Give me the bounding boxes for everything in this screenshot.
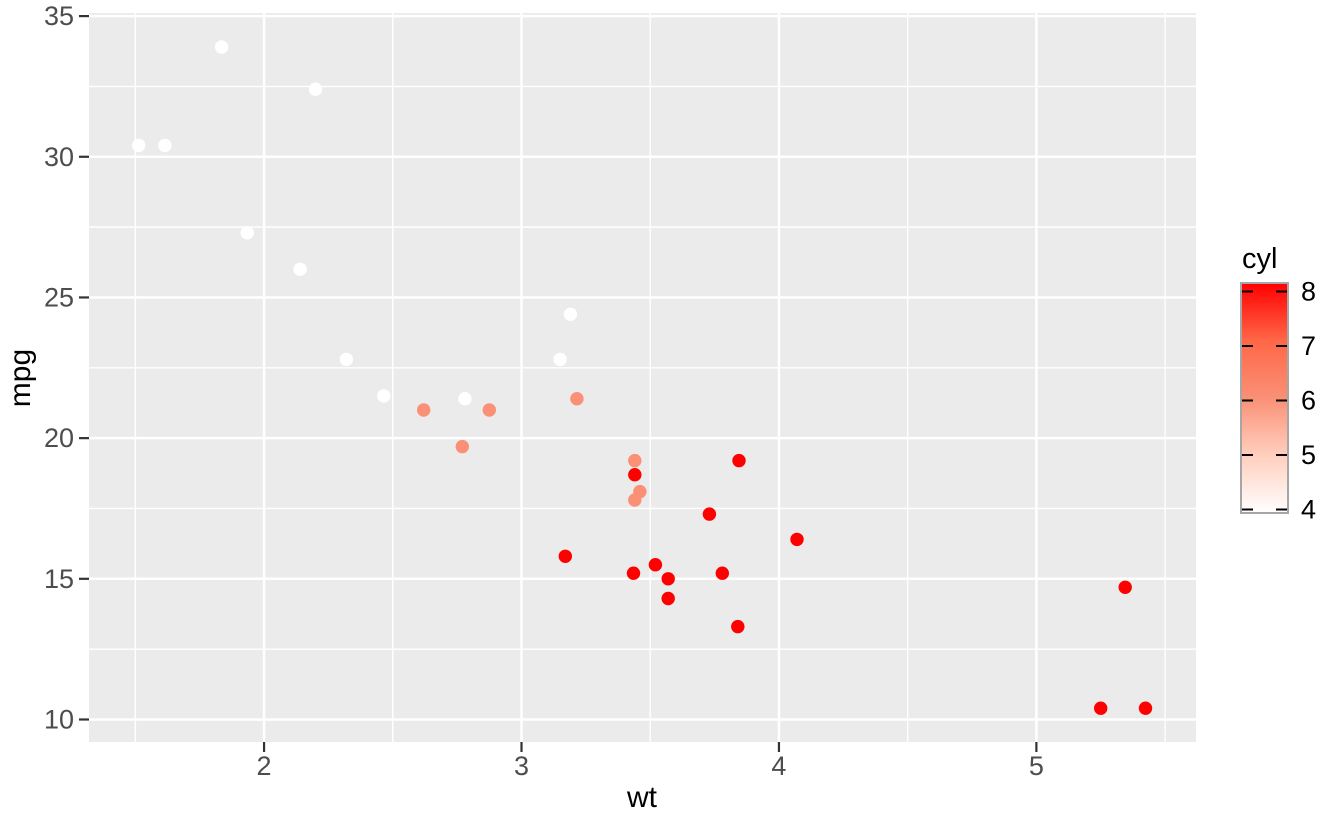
data-point bbox=[553, 352, 567, 367]
legend-colorbar-frame bbox=[1240, 282, 1289, 514]
legend-tick-marks bbox=[1241, 290, 1288, 511]
y-axis-tick-label: 20 bbox=[44, 423, 74, 453]
data-point bbox=[214, 40, 229, 54]
x-axis-tick-label: 5 bbox=[1029, 751, 1044, 781]
data-point bbox=[563, 307, 578, 321]
data-point bbox=[1094, 701, 1108, 715]
legend-tick-label: 5 bbox=[1301, 440, 1316, 470]
y-axis-tick-label: 35 bbox=[44, 1, 74, 31]
data-point bbox=[715, 566, 729, 580]
data-point bbox=[482, 403, 496, 417]
data-point bbox=[417, 403, 431, 417]
legend-tick-label: 4 bbox=[1301, 495, 1316, 525]
data-point bbox=[132, 138, 146, 153]
data-point bbox=[661, 572, 675, 586]
data-point bbox=[790, 532, 804, 547]
axis-tick-marks bbox=[79, 14, 1038, 752]
data-point bbox=[308, 82, 323, 96]
data-point bbox=[339, 352, 354, 367]
minor-gridlines bbox=[89, 13, 1196, 742]
data-point bbox=[558, 549, 572, 563]
colorbar-legend: cyl 8 7 6 5 4 bbox=[1240, 243, 1316, 525]
data-point bbox=[455, 439, 469, 454]
legend-tick-label: 8 bbox=[1301, 277, 1316, 307]
legend-colorbar bbox=[1241, 283, 1288, 513]
data-point bbox=[628, 493, 642, 507]
data-point bbox=[626, 566, 641, 580]
legend-tick-labels: 8 7 6 5 4 bbox=[1301, 277, 1316, 525]
x-axis-title: wt bbox=[626, 781, 658, 814]
y-axis-tick-labels: 10 15 20 25 30 35 bbox=[44, 1, 74, 734]
legend-title: cyl bbox=[1242, 243, 1277, 275]
data-point bbox=[240, 226, 254, 240]
x-axis-tick-label: 4 bbox=[771, 751, 786, 781]
x-axis-tick-label: 2 bbox=[257, 751, 272, 781]
x-axis-tick-labels: 2 3 4 5 bbox=[257, 751, 1044, 781]
data-point bbox=[702, 507, 717, 521]
data-point bbox=[570, 392, 584, 406]
y-axis-title: mpg bbox=[4, 349, 37, 407]
y-axis-tick-label: 25 bbox=[44, 282, 74, 312]
x-axis-tick-label: 3 bbox=[514, 751, 529, 781]
y-axis-tick-label: 30 bbox=[44, 142, 74, 172]
major-gridlines bbox=[89, 13, 1196, 742]
data-point bbox=[1138, 701, 1153, 715]
data-point bbox=[158, 138, 172, 153]
plot-panel-background bbox=[89, 13, 1196, 742]
data-points-layer bbox=[132, 40, 1153, 715]
data-point bbox=[1118, 580, 1132, 594]
legend-tick-label: 7 bbox=[1301, 331, 1316, 361]
y-axis-tick-label: 15 bbox=[44, 564, 74, 594]
data-point bbox=[731, 619, 745, 634]
data-point bbox=[732, 453, 746, 468]
data-point bbox=[628, 468, 642, 482]
data-point bbox=[458, 392, 472, 406]
data-point bbox=[648, 558, 663, 572]
data-point bbox=[377, 389, 391, 403]
data-point bbox=[628, 453, 642, 468]
data-point bbox=[661, 591, 675, 606]
y-axis-tick-label: 10 bbox=[44, 704, 74, 734]
legend-tick-label: 6 bbox=[1301, 386, 1316, 416]
data-point bbox=[293, 262, 307, 276]
